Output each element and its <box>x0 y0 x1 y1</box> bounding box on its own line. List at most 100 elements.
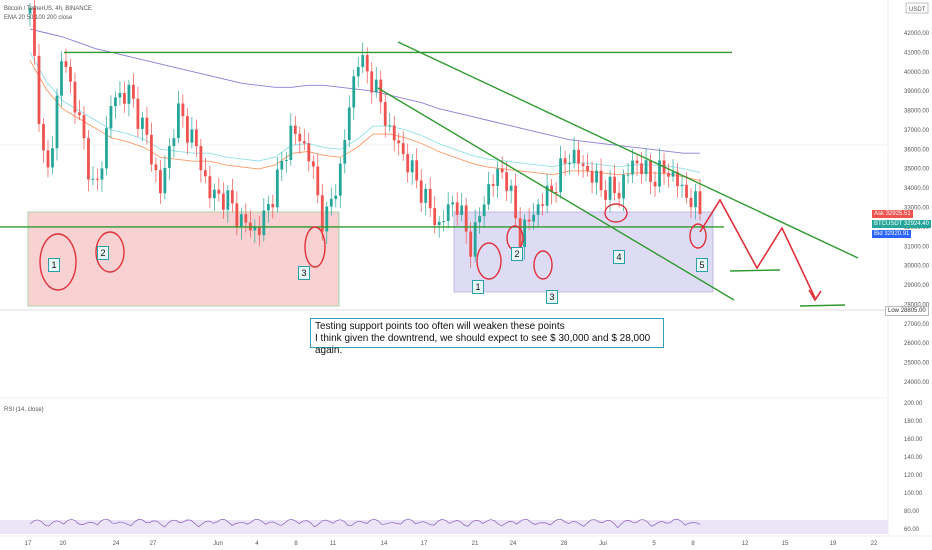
candle-body <box>114 97 117 107</box>
support-touch-circle <box>689 223 707 249</box>
point-label-right-2: 2 <box>511 247 523 261</box>
rsi-tick-label: 180.00 <box>904 419 923 425</box>
y-tick-label: 39000.00 <box>904 89 930 95</box>
candle-body <box>613 176 616 193</box>
point-label-right-4: 4 <box>613 250 625 264</box>
candle-body <box>316 166 320 196</box>
candle-body <box>338 163 342 196</box>
candle-body <box>401 143 405 155</box>
candle-body <box>87 138 90 180</box>
rsi-tick-label: 200.00 <box>904 401 923 407</box>
candle-body <box>469 231 473 257</box>
candle-body <box>78 112 81 116</box>
candle-body <box>388 125 392 127</box>
annotation-circles <box>39 203 707 291</box>
ema-line <box>29 52 701 174</box>
candle-body <box>698 191 702 215</box>
candle-body <box>244 214 248 223</box>
candle-body <box>658 160 661 187</box>
x-tick-label: 12 <box>742 541 749 547</box>
rsi-tick-label: 120.00 <box>904 473 923 479</box>
candle-body <box>253 226 257 231</box>
candle-body <box>410 160 414 173</box>
candle-body <box>293 125 297 134</box>
low-tag: Low 28805.00 <box>885 306 929 316</box>
candle-body <box>559 158 563 193</box>
left-support-zone <box>27 211 340 307</box>
candle-body <box>42 123 45 151</box>
x-tick-label: Jun <box>213 541 223 547</box>
candle-body <box>55 95 59 149</box>
candle-body <box>689 197 693 208</box>
candle-body <box>496 168 500 186</box>
point-label-left-3: 3 <box>298 266 310 280</box>
candle-body <box>523 219 527 248</box>
y-tick-label: 37000.00 <box>904 128 930 134</box>
candle-body <box>181 103 185 117</box>
rsi-tick-label: 140.00 <box>904 455 923 461</box>
ema-line <box>29 28 700 154</box>
candle-body <box>482 204 486 217</box>
candle-body <box>680 184 684 187</box>
candle-body <box>347 107 351 141</box>
x-tick-label: 14 <box>381 541 388 547</box>
candle-body <box>145 117 149 135</box>
candle-body <box>150 134 153 165</box>
candle-body <box>311 161 315 167</box>
candle-body <box>262 210 266 236</box>
candle-body <box>69 66 72 82</box>
point-label-left-2: 2 <box>97 246 109 260</box>
candle-body <box>37 55 41 124</box>
rsi-tick-label: 80.00 <box>904 509 920 515</box>
y-tick-label: 34000.00 <box>904 186 930 192</box>
candle-body <box>415 160 419 181</box>
candle-body <box>478 216 482 223</box>
y-tick-label: 40000.00 <box>904 70 930 76</box>
candle-body <box>33 7 36 56</box>
note-line-1: Testing support points too often will we… <box>315 321 565 332</box>
candle-body <box>455 202 459 215</box>
projection-arrowhead <box>808 289 822 302</box>
candle-body <box>532 214 536 222</box>
candle-body <box>536 204 540 215</box>
candle-body <box>280 160 284 170</box>
candle-body <box>581 163 585 167</box>
candle-body <box>406 154 410 173</box>
candle-body <box>257 226 261 236</box>
candle-body <box>217 189 221 194</box>
candle-body <box>46 150 50 168</box>
x-tick-label: Jul <box>599 541 607 547</box>
symbol-legend: Bitcoin / TetherUS, 4h, BINANCE <box>4 6 92 12</box>
candle-body <box>451 202 455 205</box>
candle-body <box>28 7 32 14</box>
candle-body <box>460 205 464 215</box>
candle-body <box>109 106 113 129</box>
currency-badge[interactable] <box>905 2 929 14</box>
point-label-right-1: 1 <box>472 280 484 294</box>
candle-body <box>167 146 171 168</box>
candle-body <box>568 163 571 165</box>
candle-body <box>73 81 77 113</box>
support-touch-circle <box>533 250 553 280</box>
y-tick-label: 31000.00 <box>904 244 930 250</box>
candle-body <box>446 204 450 222</box>
candle-body <box>487 184 491 205</box>
candle-body <box>586 166 589 172</box>
candle-body <box>419 180 423 203</box>
candle-body <box>626 174 630 176</box>
candle-body <box>266 203 270 211</box>
candle-body <box>464 205 468 232</box>
candle-body <box>545 185 549 206</box>
y-tick-label: 28000.00 <box>904 302 930 308</box>
candle-body <box>356 67 360 77</box>
candle-body <box>91 178 95 180</box>
candle-body <box>442 221 446 223</box>
x-tick-label: 17 <box>25 541 32 547</box>
candle-body <box>226 190 230 210</box>
candle-body <box>590 171 594 183</box>
candle-body <box>302 141 306 144</box>
candle-body <box>577 149 580 164</box>
rsi-line <box>29 518 701 529</box>
projection-path <box>699 198 822 302</box>
y-tick-label: 33000.00 <box>904 206 930 212</box>
